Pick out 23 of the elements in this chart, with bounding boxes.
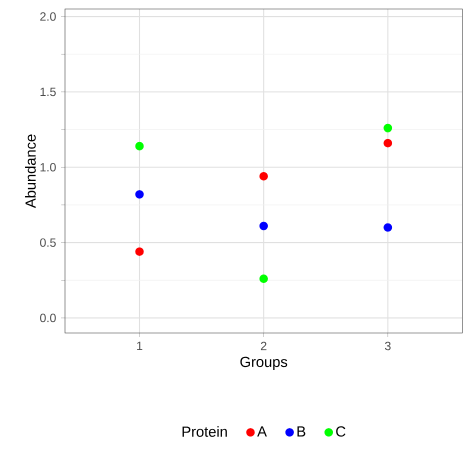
y-tick-label: 1.5 [40, 88, 56, 96]
point [259, 274, 268, 284]
point [259, 172, 268, 181]
point [135, 142, 144, 150]
point [259, 222, 268, 230]
legend-label: B [297, 426, 306, 436]
legend-title: Protein [182, 426, 227, 437]
legend-label: C [336, 426, 346, 437]
legend-label: A [257, 426, 267, 436]
x-tick-label: 1 [137, 342, 142, 350]
y-axis-title: Abundance [25, 134, 36, 208]
x-axis-title: Groups [240, 356, 288, 370]
y-tick-label: 0.0 [40, 314, 56, 322]
point [384, 138, 392, 148]
point [135, 190, 144, 199]
y-tick-label: 1.0 [40, 162, 56, 172]
point [384, 124, 392, 132]
x-tick-label: 2 [260, 342, 266, 350]
x-tick-label: 3 [384, 342, 391, 350]
point [384, 223, 392, 232]
y-tick-label: 0.5 [40, 238, 56, 247]
y-tick-label: 2.0 [40, 12, 56, 21]
point [135, 247, 144, 256]
